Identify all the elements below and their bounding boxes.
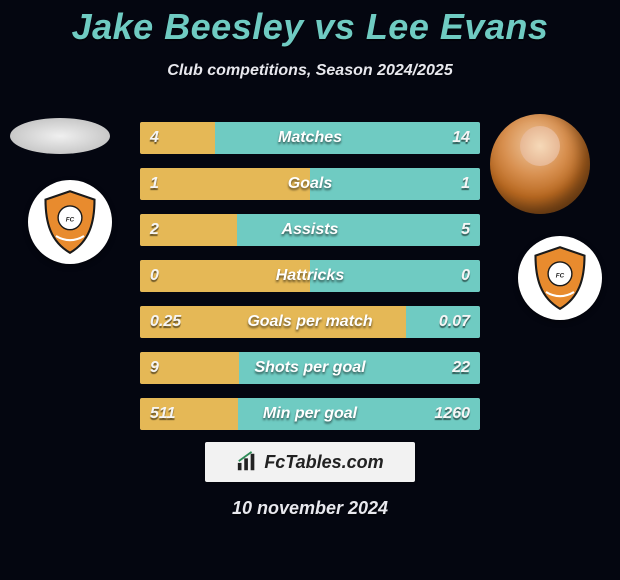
stat-row: 414Matches: [140, 122, 480, 154]
stat-value-right: 0.07: [429, 306, 480, 338]
stat-value-right: 22: [442, 352, 480, 384]
stat-value-right: 14: [442, 122, 480, 154]
brand-text: FcTables.com: [264, 452, 383, 473]
stat-row: 5111260Min per goal: [140, 398, 480, 430]
shield-icon: FC: [525, 243, 595, 313]
date-text: 10 november 2024: [0, 498, 620, 519]
player-right-avatar: [490, 114, 590, 214]
brand-badge: FcTables.com: [205, 442, 415, 482]
stat-bar-right: [215, 122, 480, 154]
svg-text:FC: FC: [556, 272, 565, 279]
stat-row: 11Goals: [140, 168, 480, 200]
stat-row: 25Assists: [140, 214, 480, 246]
stat-value-right: 1260: [424, 398, 480, 430]
stat-value-left: 2: [140, 214, 169, 246]
stat-value-right: 0: [451, 260, 480, 292]
subtitle: Club competitions, Season 2024/2025: [0, 62, 620, 80]
stat-value-right: 5: [451, 214, 480, 246]
club-badge-right: FC: [518, 236, 602, 320]
svg-text:FC: FC: [66, 216, 75, 223]
stat-row: 0.250.07Goals per match: [140, 306, 480, 338]
stat-value-left: 0.25: [140, 306, 191, 338]
stats-rows: 414Matches11Goals25Assists00Hattricks0.2…: [140, 122, 480, 444]
stat-value-left: 0: [140, 260, 169, 292]
stat-value-right: 1: [451, 168, 480, 200]
player-left-avatar: [10, 118, 110, 154]
page-title: Jake Beesley vs Lee Evans: [0, 0, 620, 48]
stat-value-left: 9: [140, 352, 169, 384]
club-badge-left: FC: [28, 180, 112, 264]
stat-bar-right: [237, 214, 480, 246]
stat-value-left: 511: [140, 398, 186, 430]
stat-row: 922Shots per goal: [140, 352, 480, 384]
shield-icon: FC: [35, 187, 105, 257]
chart-icon: [236, 451, 258, 473]
stat-value-left: 4: [140, 122, 169, 154]
stat-value-left: 1: [140, 168, 169, 200]
stat-row: 00Hattricks: [140, 260, 480, 292]
